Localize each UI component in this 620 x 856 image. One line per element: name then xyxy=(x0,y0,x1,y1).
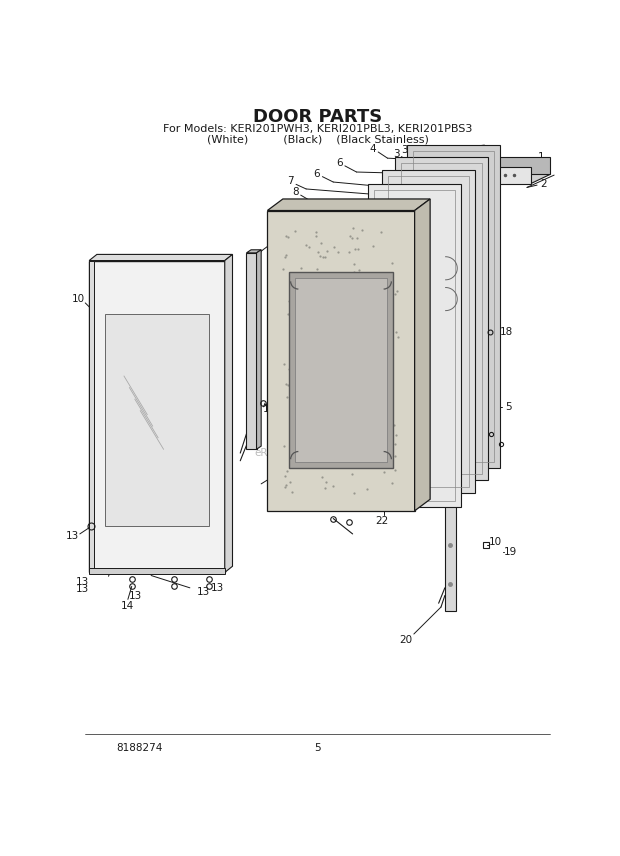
Text: 3: 3 xyxy=(401,146,408,156)
Polygon shape xyxy=(441,158,551,175)
Polygon shape xyxy=(267,199,430,211)
Text: 12: 12 xyxy=(330,496,343,506)
Polygon shape xyxy=(247,250,261,253)
Text: 13: 13 xyxy=(76,577,89,586)
Text: 4: 4 xyxy=(370,144,376,154)
Polygon shape xyxy=(368,183,461,507)
Polygon shape xyxy=(224,254,232,573)
Polygon shape xyxy=(247,253,257,449)
Text: 2: 2 xyxy=(540,179,547,188)
Text: 1: 1 xyxy=(538,152,544,162)
Polygon shape xyxy=(422,167,531,183)
Text: 10: 10 xyxy=(72,294,85,304)
Polygon shape xyxy=(267,211,415,511)
Polygon shape xyxy=(295,278,387,462)
Polygon shape xyxy=(89,260,94,573)
Text: 8188274: 8188274 xyxy=(117,743,162,753)
Text: 9: 9 xyxy=(273,236,280,247)
Text: 14: 14 xyxy=(122,601,135,611)
Text: 5: 5 xyxy=(505,401,511,412)
Text: 6: 6 xyxy=(314,169,321,179)
Polygon shape xyxy=(422,175,551,183)
Text: 10: 10 xyxy=(489,537,502,547)
Polygon shape xyxy=(407,145,500,468)
Polygon shape xyxy=(105,314,210,526)
Text: 5: 5 xyxy=(314,743,321,753)
Text: 7: 7 xyxy=(287,176,294,187)
Text: 20: 20 xyxy=(399,635,413,645)
Polygon shape xyxy=(396,157,489,480)
Polygon shape xyxy=(89,254,232,260)
Text: 13: 13 xyxy=(457,461,470,471)
Text: 8: 8 xyxy=(292,187,299,197)
Text: 13: 13 xyxy=(129,591,142,601)
Text: 11: 11 xyxy=(92,282,105,293)
Text: 19: 19 xyxy=(263,404,277,414)
Text: 13: 13 xyxy=(210,583,224,593)
Text: For Models: KERI201PWH3, KERI201PBL3, KERI201PBS3: For Models: KERI201PWH3, KERI201PBL3, KE… xyxy=(163,124,472,134)
Polygon shape xyxy=(415,199,430,511)
Polygon shape xyxy=(289,272,393,468)
Text: 6: 6 xyxy=(336,158,343,168)
Text: 13: 13 xyxy=(197,586,210,597)
Text: 19: 19 xyxy=(503,547,516,556)
Polygon shape xyxy=(445,388,462,391)
Text: 10: 10 xyxy=(151,306,165,316)
Polygon shape xyxy=(89,260,224,573)
Text: 18: 18 xyxy=(500,327,513,337)
Text: eReplacementParts.com: eReplacementParts.com xyxy=(254,448,381,458)
Polygon shape xyxy=(382,169,475,493)
Text: 13: 13 xyxy=(76,585,89,594)
Text: (White)          (Black)    (Black Stainless): (White) (Black) (Black Stainless) xyxy=(207,134,428,145)
Text: 13: 13 xyxy=(66,532,79,541)
Polygon shape xyxy=(89,568,224,574)
Polygon shape xyxy=(257,250,261,449)
Text: DOOR PARTS: DOOR PARTS xyxy=(253,108,383,126)
Text: 15: 15 xyxy=(457,444,470,455)
Polygon shape xyxy=(445,391,456,611)
Text: 3: 3 xyxy=(392,149,399,158)
Text: 12: 12 xyxy=(150,529,163,539)
Text: 22: 22 xyxy=(376,516,389,526)
